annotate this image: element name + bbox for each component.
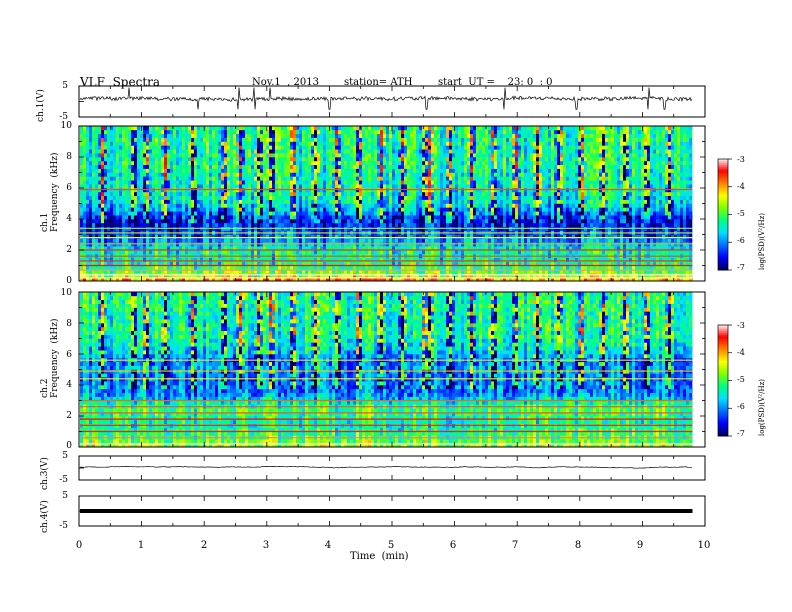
ch3-wave-tick-top: 5	[62, 451, 68, 461]
waveform-ch1	[79, 87, 693, 110]
x-tick-label: 0	[75, 540, 83, 551]
x-tick-label: 10	[697, 540, 711, 551]
ch1-spec-tick: 4	[66, 214, 72, 224]
x-tick-label: 5	[387, 540, 395, 551]
x-tick-label: 8	[574, 540, 582, 551]
date-label: Nov.1 , 2013	[252, 77, 319, 88]
ch2-spec-tick: 2	[66, 411, 72, 421]
waveform-ch3	[79, 465, 693, 469]
ch2-spec-tick: 6	[66, 350, 72, 360]
x-tick-label: 9	[636, 540, 644, 551]
x-tick-label: 1	[137, 540, 145, 551]
ch1-spec-tick: 8	[66, 152, 72, 162]
cb2-tick: -6	[737, 402, 745, 411]
ch2-spec-tick: 10	[60, 288, 72, 298]
cb1-tick: -7	[737, 263, 745, 272]
spectrogram-ch1	[80, 126, 696, 282]
cb1-tick: -6	[737, 236, 745, 245]
ch4-wave-tick-top: 5	[62, 491, 68, 501]
x-tick-label: 7	[511, 540, 519, 551]
ch1-spec-tick: 6	[66, 183, 72, 193]
x-tick-label: 4	[324, 540, 332, 551]
cb1-tick: -4	[737, 182, 745, 191]
x-axis-label: Time (min)	[350, 551, 409, 562]
ch1-spec-tick: 2	[66, 245, 72, 255]
cb2-tick: -5	[737, 375, 745, 384]
cb1-tick: -5	[737, 209, 745, 218]
ch1-spec-tick: 0	[66, 276, 72, 286]
x-tick-label: 3	[262, 540, 270, 551]
ch3-wave-tick-bottom: -5	[59, 475, 68, 485]
cb2-tick: -4	[737, 348, 745, 357]
cb2-tick: -7	[737, 429, 745, 438]
start-time-label: start UT = 23: 0 : 0	[438, 77, 553, 88]
spectrogram-ch2	[80, 292, 696, 448]
ch1-wave-tick-bottom: -5	[59, 112, 68, 122]
ch2-spec-tick: 8	[66, 319, 72, 329]
ch2-spec-tick: 4	[66, 380, 72, 390]
ch4-wave-tick-bottom: -5	[59, 521, 68, 531]
cb2-tick: -3	[737, 321, 745, 330]
ch2-spec-tick: 0	[66, 441, 72, 451]
x-tick-label: 6	[449, 540, 457, 551]
ch1-wave-tick-top: 5	[62, 81, 68, 91]
ch1-spec-tick: 10	[60, 121, 72, 131]
station-label: station= ATH	[344, 77, 413, 88]
x-tick-label: 2	[200, 540, 208, 551]
cb1-tick: -3	[737, 155, 745, 164]
